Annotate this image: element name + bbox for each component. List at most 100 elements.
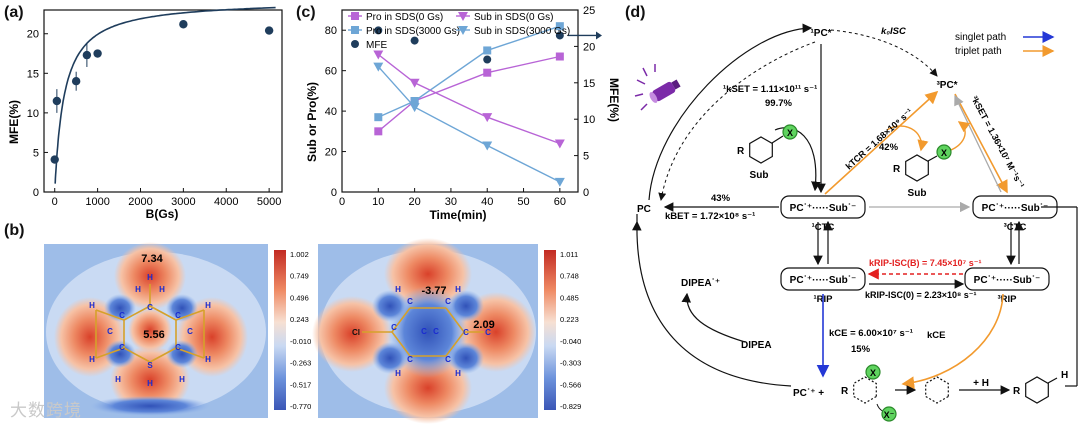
chart-c-point bbox=[554, 139, 565, 149]
chart-a-point bbox=[264, 26, 274, 35]
esp-map-left: HH HCC CC CSH HH HC CHH H 7.34 5.56 bbox=[44, 242, 268, 418]
colorbar-tick-label: -0.566 bbox=[560, 380, 581, 389]
chart-c-xtick-label: 30 bbox=[445, 196, 457, 208]
colorbar-tick-label: 0.749 bbox=[290, 272, 309, 281]
rate-krip-0: kRIP-ISC(0) = 2.23×10⁸ s⁻¹ bbox=[865, 290, 977, 300]
species-pc3: ³PC* bbox=[936, 80, 957, 91]
chart-c-series-line bbox=[377, 53, 561, 145]
chart-c-legend-marker bbox=[458, 12, 468, 21]
chart-c-point bbox=[483, 55, 492, 64]
chart-c-point bbox=[554, 177, 565, 187]
chart-c-y2tick-label: 5 bbox=[583, 151, 589, 163]
colorbar-right-ticks: 1.011 0.748 0.485 0.223 -0.040 -0.303 -0.566 -0… bbox=[560, 250, 581, 411]
chart-c-point bbox=[409, 103, 420, 113]
plus-h-label: + H bbox=[973, 378, 989, 389]
chart-c-ytick-label: 40 bbox=[325, 106, 337, 118]
rate-kset1-pct: 99.7% bbox=[765, 98, 792, 109]
light-source-icon bbox=[634, 64, 681, 111]
chart-c-legend-marker bbox=[351, 12, 359, 20]
esp-value-left-center: 5.56 bbox=[143, 329, 164, 341]
chart-a-ytick-label: 20 bbox=[27, 29, 39, 41]
chart-c-xtick-label: 50 bbox=[517, 196, 529, 208]
mechanism-scheme: singlet path triplet path ¹PC* ³PC* PC P… bbox=[632, 23, 1078, 422]
colorbar-tick-label: -0.770 bbox=[290, 402, 311, 411]
atom-label: H bbox=[395, 369, 401, 378]
r-group-label: R bbox=[841, 386, 849, 397]
chart-c-point bbox=[483, 46, 492, 55]
chart-c-mfe-arrowhead bbox=[596, 31, 602, 40]
species-pc-plus: PC˙⁺ + bbox=[793, 388, 824, 399]
chart-a-xtick-label: 5000 bbox=[257, 196, 281, 208]
colorbar-tick-label: 0.243 bbox=[290, 315, 309, 324]
chart-c-series-line bbox=[378, 25, 561, 118]
sub-label: Sub bbox=[750, 170, 769, 181]
rate-kce3: kCE bbox=[927, 330, 945, 341]
atom-label: Cl bbox=[352, 328, 360, 337]
atom-label: H bbox=[147, 273, 153, 282]
atom-label: C bbox=[407, 297, 413, 306]
chart-a-ytick-label: 0 bbox=[33, 187, 39, 199]
chart-a-point bbox=[93, 49, 102, 58]
atom-label: H bbox=[395, 285, 401, 294]
chart-a-xtick-label: 3000 bbox=[171, 196, 195, 208]
chart-c-ytick-label: 60 bbox=[325, 66, 337, 78]
atom-label: C bbox=[421, 327, 427, 336]
atom-label: H bbox=[89, 301, 95, 310]
species-rip3: PC˙⁺·····Sub˙⁻ bbox=[974, 275, 1041, 286]
chart-c-point bbox=[409, 78, 420, 88]
x-minus-icon bbox=[881, 406, 897, 422]
chart-a-ytick-label: 5 bbox=[33, 147, 39, 159]
chart-c-point bbox=[482, 113, 493, 123]
chart-a-point bbox=[71, 77, 81, 86]
x-group-icon bbox=[865, 364, 881, 380]
chart-c-point bbox=[555, 31, 564, 40]
atom-label: C bbox=[463, 328, 469, 337]
atom-label: H bbox=[205, 301, 211, 310]
colorbar-tick-label: -0.303 bbox=[560, 359, 581, 368]
colorbar-tick-label: -0.010 bbox=[290, 337, 311, 346]
chart-c-point bbox=[555, 22, 564, 31]
esp-value-right-side: 2.09 bbox=[473, 319, 494, 331]
chart-a-ytick-label: 15 bbox=[27, 68, 39, 80]
colorbar-tick-label: 1.002 bbox=[290, 250, 309, 259]
rate-krip-b: kRIP-ISC(B) = 7.45×10⁷ s⁻¹ bbox=[869, 258, 982, 268]
chart-a-xtick-label: 1000 bbox=[85, 196, 109, 208]
species-rip1: PC˙⁺·····Sub˙⁻ bbox=[790, 275, 857, 286]
chart-c-point bbox=[410, 97, 419, 105]
rate-ktcr: kTCR = 1.68×10⁹ s⁻¹ bbox=[844, 106, 915, 171]
aryl-ring bbox=[749, 136, 773, 164]
species-dipea: DIPEA bbox=[741, 340, 772, 351]
species-ctc1-label: ¹CTC bbox=[812, 222, 835, 233]
atom-label: C bbox=[107, 327, 113, 336]
chart-c-point bbox=[374, 26, 383, 35]
mfe-vs-field-chart: MFE(%) B(Gs) 0 1000 2000 3000 4000 5000 0 5 10 15… bbox=[7, 6, 283, 221]
sub-pro-time-chart: Sub or Pro(%) MFE(%) Time(min) 0 10 20 30 40… bbox=[305, 5, 621, 222]
chart-c-xtick-label: 20 bbox=[408, 196, 420, 208]
colorbar-tick-label: 0.748 bbox=[560, 272, 579, 281]
chart-c-xlabel: Time(min) bbox=[429, 208, 486, 222]
atom-label: S bbox=[147, 361, 153, 370]
chart-c-ytick-label: 80 bbox=[325, 25, 337, 37]
colorbar-left-ticks: 1.002 0.749 0.496 0.243 -0.010 -0.263 -0.517 -0… bbox=[290, 250, 311, 411]
chart-c-xtick-label: 10 bbox=[372, 196, 384, 208]
colorbar-tick-label: -0.040 bbox=[560, 337, 581, 346]
sub-label: Sub bbox=[908, 188, 927, 199]
x-group-label: X bbox=[870, 368, 876, 378]
atom-label: C bbox=[485, 328, 491, 337]
chart-c-ytick-label: 0 bbox=[331, 187, 337, 199]
x-group-icon bbox=[782, 124, 798, 140]
atom-label: C bbox=[119, 343, 125, 352]
colorbar-tick-label: -0.829 bbox=[560, 402, 581, 411]
rate-kbet: kBET = 1.72×10⁸ s⁻¹ bbox=[665, 211, 755, 222]
chart-c-y2tick-label: 0 bbox=[583, 187, 589, 199]
atom-label: H bbox=[135, 285, 141, 294]
esp-maps: HH HCC CC CSH HH HC CHH H 7.34 5.56 1.0020.7490… bbox=[44, 238, 581, 424]
species-ctc1: PC˙⁺·····Sub˙⁻ bbox=[790, 203, 857, 214]
chart-c-ylabel: Sub or Pro(%) bbox=[305, 82, 319, 162]
colorbar-tick-label: 1.011 bbox=[560, 250, 578, 259]
legend-triplet: triplet path bbox=[955, 46, 1002, 57]
h-label: H bbox=[1061, 370, 1068, 381]
chart-c-point bbox=[555, 52, 564, 61]
chart-a-xtick-label: 4000 bbox=[214, 196, 238, 208]
